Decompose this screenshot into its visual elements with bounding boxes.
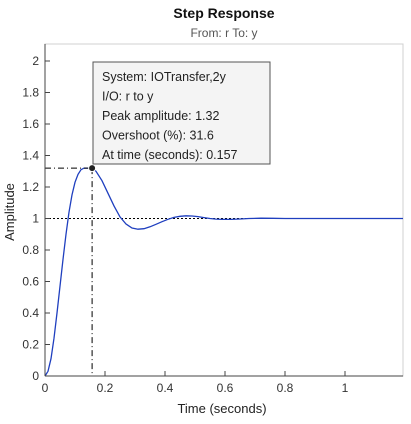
y-tick-labels: 0 0.2 0.4 0.6 0.8 1 1.2 1.4 1.6 1.8 2	[22, 54, 50, 383]
x-tick-label: 0.6	[217, 381, 234, 395]
datatip-line: System: IOTransfer,2y	[102, 70, 227, 84]
datatip-lines: System: IOTransfer,2y I/O: r to y Peak amp…	[102, 70, 238, 162]
y-tick-label: 0.6	[22, 275, 39, 289]
y-tick-label: 1.2	[22, 180, 39, 194]
series-layer	[44, 167, 403, 377]
peak-marker[interactable]	[88, 164, 97, 173]
y-tick-label: 2	[32, 54, 39, 68]
chart-title: Step Response	[173, 5, 274, 21]
y-tick-label: 0	[32, 369, 39, 383]
datatip[interactable]: System: IOTransfer,2y I/O: r to y Peak amp…	[92, 61, 271, 165]
datatip-line: Overshoot (%): 31.6	[102, 129, 214, 143]
datatip-box	[92, 61, 271, 165]
y-tick-label: 1	[32, 212, 39, 226]
peak-guide-layer	[45, 164, 97, 376]
step-response-line	[44, 167, 403, 377]
x-tick-label: 0.8	[277, 381, 294, 395]
x-tick-labels: 0 0.2 0.4 0.6 0.8 1	[42, 371, 349, 395]
x-tick-label: 1	[342, 381, 349, 395]
y-tick-label: 0.8	[22, 243, 39, 257]
datatip-line: I/O: r to y	[102, 90, 154, 104]
x-axis-label: Time (seconds)	[177, 401, 266, 416]
datatip-line: Peak amplitude: 1.32	[102, 109, 219, 123]
datatip-line: At time (seconds): 0.157	[102, 148, 238, 162]
y-tick-label: 0.4	[22, 306, 39, 320]
chart-subtitle: From: r To: y	[190, 26, 257, 40]
y-tick-label: 1.8	[22, 86, 39, 100]
y-tick-label: 1.6	[22, 117, 39, 131]
y-tick-label: 1.4	[22, 149, 39, 163]
y-axis-label: Amplitude	[2, 183, 17, 241]
x-tick-label: 0	[42, 381, 49, 395]
x-tick-label: 0.4	[157, 381, 174, 395]
y-tick-label: 0.2	[22, 338, 39, 352]
x-tick-label: 0.2	[97, 381, 114, 395]
